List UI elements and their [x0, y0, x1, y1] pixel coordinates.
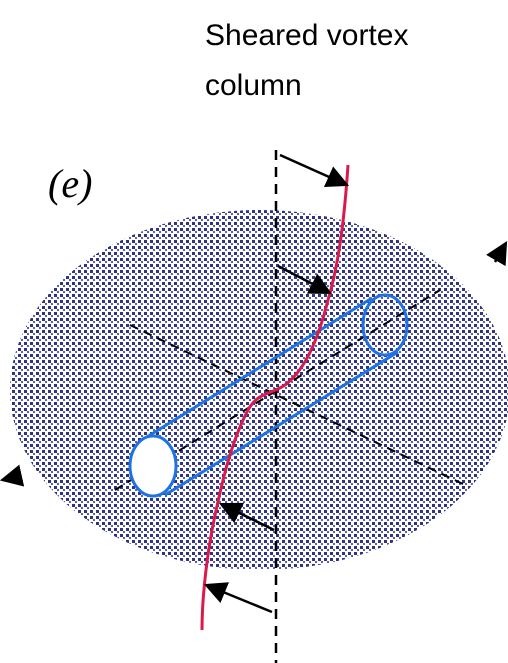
panel-label: (e): [48, 161, 92, 206]
vortex-disk: [10, 210, 508, 570]
diagram: Sheared vortex column (e): [0, 0, 508, 663]
title-line: column: [205, 69, 302, 102]
title-line: Sheared vortex: [205, 19, 408, 52]
